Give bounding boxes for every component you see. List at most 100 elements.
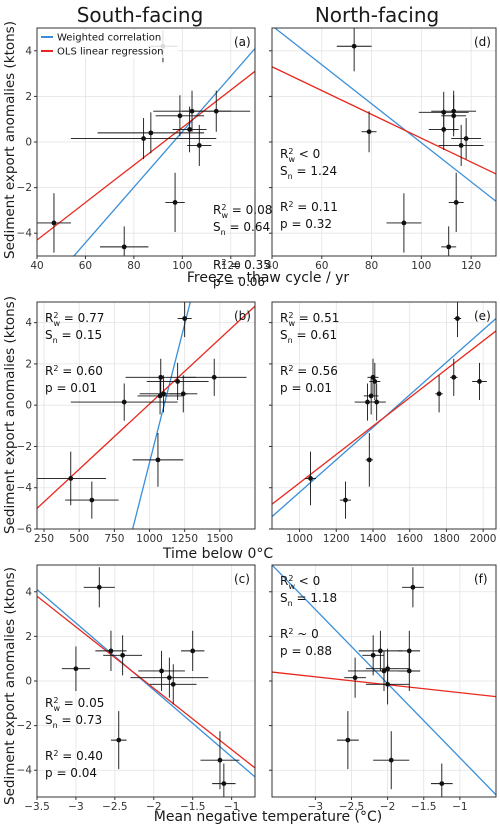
- stat-value: < 0: [295, 147, 320, 161]
- stat-name: p: [280, 217, 288, 231]
- data-point: [453, 200, 459, 205]
- panel-tag: (e): [474, 309, 491, 323]
- stat-superscript: 2: [53, 696, 58, 705]
- data-point: [96, 584, 102, 590]
- data-points: [61, 567, 240, 797]
- stat-label: p = 0.01: [45, 381, 97, 395]
- data-point: [410, 584, 416, 590]
- stat-name: S: [45, 328, 53, 342]
- stat-superscript: 2: [288, 627, 293, 636]
- data-point: [370, 652, 376, 658]
- x-tick-label: 120: [461, 260, 481, 272]
- data-point: [406, 668, 412, 674]
- data-point: [343, 497, 348, 503]
- data-point: [351, 43, 357, 49]
- row1-xlabel: Freeze - thaw cycle / yr: [187, 270, 350, 286]
- weighted-correlation-line: [37, 589, 255, 778]
- data-point: [73, 666, 79, 672]
- data-point: [213, 108, 219, 114]
- stat-subscript: w: [53, 704, 60, 713]
- data-point: [365, 399, 370, 405]
- data-point: [161, 391, 166, 397]
- stat-name: R: [280, 147, 288, 161]
- y-tick-label: 0: [25, 137, 32, 149]
- stat-value: = 1.24: [293, 164, 337, 178]
- x-tick-label: 60: [315, 260, 328, 272]
- data-point: [463, 136, 469, 141]
- ols-regression-line: [37, 70, 255, 241]
- data-point: [166, 675, 172, 681]
- stat-superscript: 2: [288, 364, 293, 373]
- stat-name: p: [280, 381, 288, 395]
- stat-label: p = 0.04: [45, 766, 97, 780]
- stat-superscript: 2: [288, 311, 293, 320]
- stat-label: R2 ~ 0: [280, 627, 319, 641]
- y-tick-label: 4: [25, 45, 32, 57]
- panel-tag: (c): [234, 572, 250, 586]
- x-tick-label: 80: [365, 260, 378, 272]
- ols-regression-line: [37, 305, 255, 509]
- stat-value: = 0.61: [293, 328, 337, 342]
- stat-value: ~ 0: [293, 627, 318, 641]
- stat-value: = 0.56: [293, 364, 337, 378]
- x-tick-label: −2: [146, 801, 161, 813]
- stat-subscript: w: [53, 319, 60, 328]
- data-point: [385, 681, 391, 687]
- legend-box: [38, 30, 178, 58]
- data-point: [159, 668, 164, 674]
- stat-value: = 0.06: [221, 275, 265, 289]
- stat-label: R2 w = 0.77: [45, 311, 104, 328]
- plot-frame: [36, 301, 256, 530]
- stat-name: R: [45, 749, 53, 763]
- stat-value: = 0.40: [58, 749, 102, 763]
- y-tick-label: −2: [17, 720, 32, 732]
- data-point: [308, 476, 313, 481]
- data-point: [439, 781, 445, 787]
- plot-frame: [271, 301, 497, 530]
- x-tick-label: −1.5: [180, 801, 206, 813]
- stat-name: R: [280, 364, 288, 378]
- stat-label: p = 0.06: [213, 275, 265, 289]
- y-tick-label: 4: [25, 317, 32, 329]
- data-point: [381, 668, 387, 674]
- stat-name: p: [45, 381, 53, 395]
- stat-label: Sn = 1.18: [280, 591, 337, 608]
- stat-label: R2 w < 0: [280, 574, 320, 591]
- stat-value: = 0.51: [295, 311, 339, 325]
- stat-name: S: [45, 713, 53, 727]
- data-points: [37, 302, 247, 519]
- stat-value: < 0: [295, 574, 320, 588]
- x-tick-label: 1000: [136, 533, 163, 545]
- y-tick-label: −2: [17, 182, 32, 194]
- data-point: [155, 457, 161, 463]
- y-tick-label: 2: [25, 358, 32, 370]
- x-tick-label: 250: [34, 533, 54, 545]
- fit-lines: [272, 28, 496, 202]
- y-tick-label: 2: [25, 91, 32, 103]
- stat-label: Sn = 0.64: [213, 220, 270, 237]
- column-title-south: South-facing: [77, 3, 204, 27]
- x-tick-label: 100: [172, 260, 192, 272]
- stat-value: = 0.05: [60, 696, 104, 710]
- x-tick-label: 1500: [206, 533, 233, 545]
- stat-superscript: 2: [53, 311, 58, 320]
- data-point: [182, 316, 188, 321]
- legend-label-ols: OLS linear regression: [57, 47, 164, 58]
- x-tick-label: 1600: [396, 533, 423, 545]
- ols-regression-line: [37, 595, 255, 769]
- stat-subscript: n: [288, 336, 293, 345]
- x-tick-label: 2000: [470, 533, 497, 545]
- stat-label: p = 0.32: [280, 217, 332, 231]
- panel-tag: (d): [474, 35, 491, 49]
- stat-subscript: w: [288, 155, 295, 164]
- column-title-north: North-facing: [315, 3, 439, 27]
- x-tick-label: −2.5: [102, 801, 128, 813]
- stat-label: R2 w = 0.05: [45, 696, 104, 713]
- fit-lines: [37, 302, 255, 529]
- stat-name: S: [280, 328, 288, 342]
- stat-value: = 0.01: [288, 381, 332, 395]
